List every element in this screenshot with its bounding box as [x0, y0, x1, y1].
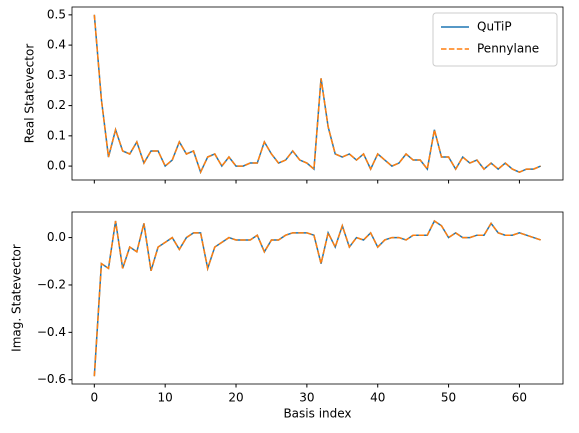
y-tick-label: 0.5 — [47, 7, 66, 21]
x-tick-label: 60 — [512, 391, 527, 405]
x-tick-label: 10 — [158, 391, 173, 405]
series-line — [93, 219, 541, 377]
x-tick-label: 0 — [90, 391, 98, 405]
y-tick-label: −0.6 — [37, 372, 66, 386]
legend: QuTiP Pennylane — [432, 12, 558, 67]
y-tick-label: −0.4 — [37, 325, 66, 339]
x-tick-label: 20 — [228, 391, 243, 405]
series-line — [93, 14, 541, 175]
y-tick-label: 0.0 — [47, 230, 66, 244]
y-tick-label: 0.2 — [47, 98, 66, 112]
legend-label: QuTiP — [477, 20, 512, 34]
y-tick-label: 0.4 — [47, 38, 66, 52]
x-tick-label: 50 — [441, 391, 456, 405]
y-tick-label: 0.3 — [47, 68, 66, 82]
axes-frame — [71, 211, 564, 385]
series-line — [93, 219, 541, 377]
y-tick-label: 0.0 — [47, 159, 66, 173]
legend-label: Pennylane — [477, 42, 539, 56]
y-tick-label: −0.2 — [37, 277, 66, 291]
x-tick-label: 40 — [370, 391, 385, 405]
y-axis-label: Imag. Statevector — [10, 244, 24, 352]
y-tick-label: 0.1 — [47, 128, 66, 142]
x-axis-label: Basis index — [283, 407, 351, 421]
x-tick-label: 30 — [299, 391, 314, 405]
y-axis-label: Real Statevector — [23, 44, 37, 144]
axes-frame — [71, 6, 564, 181]
